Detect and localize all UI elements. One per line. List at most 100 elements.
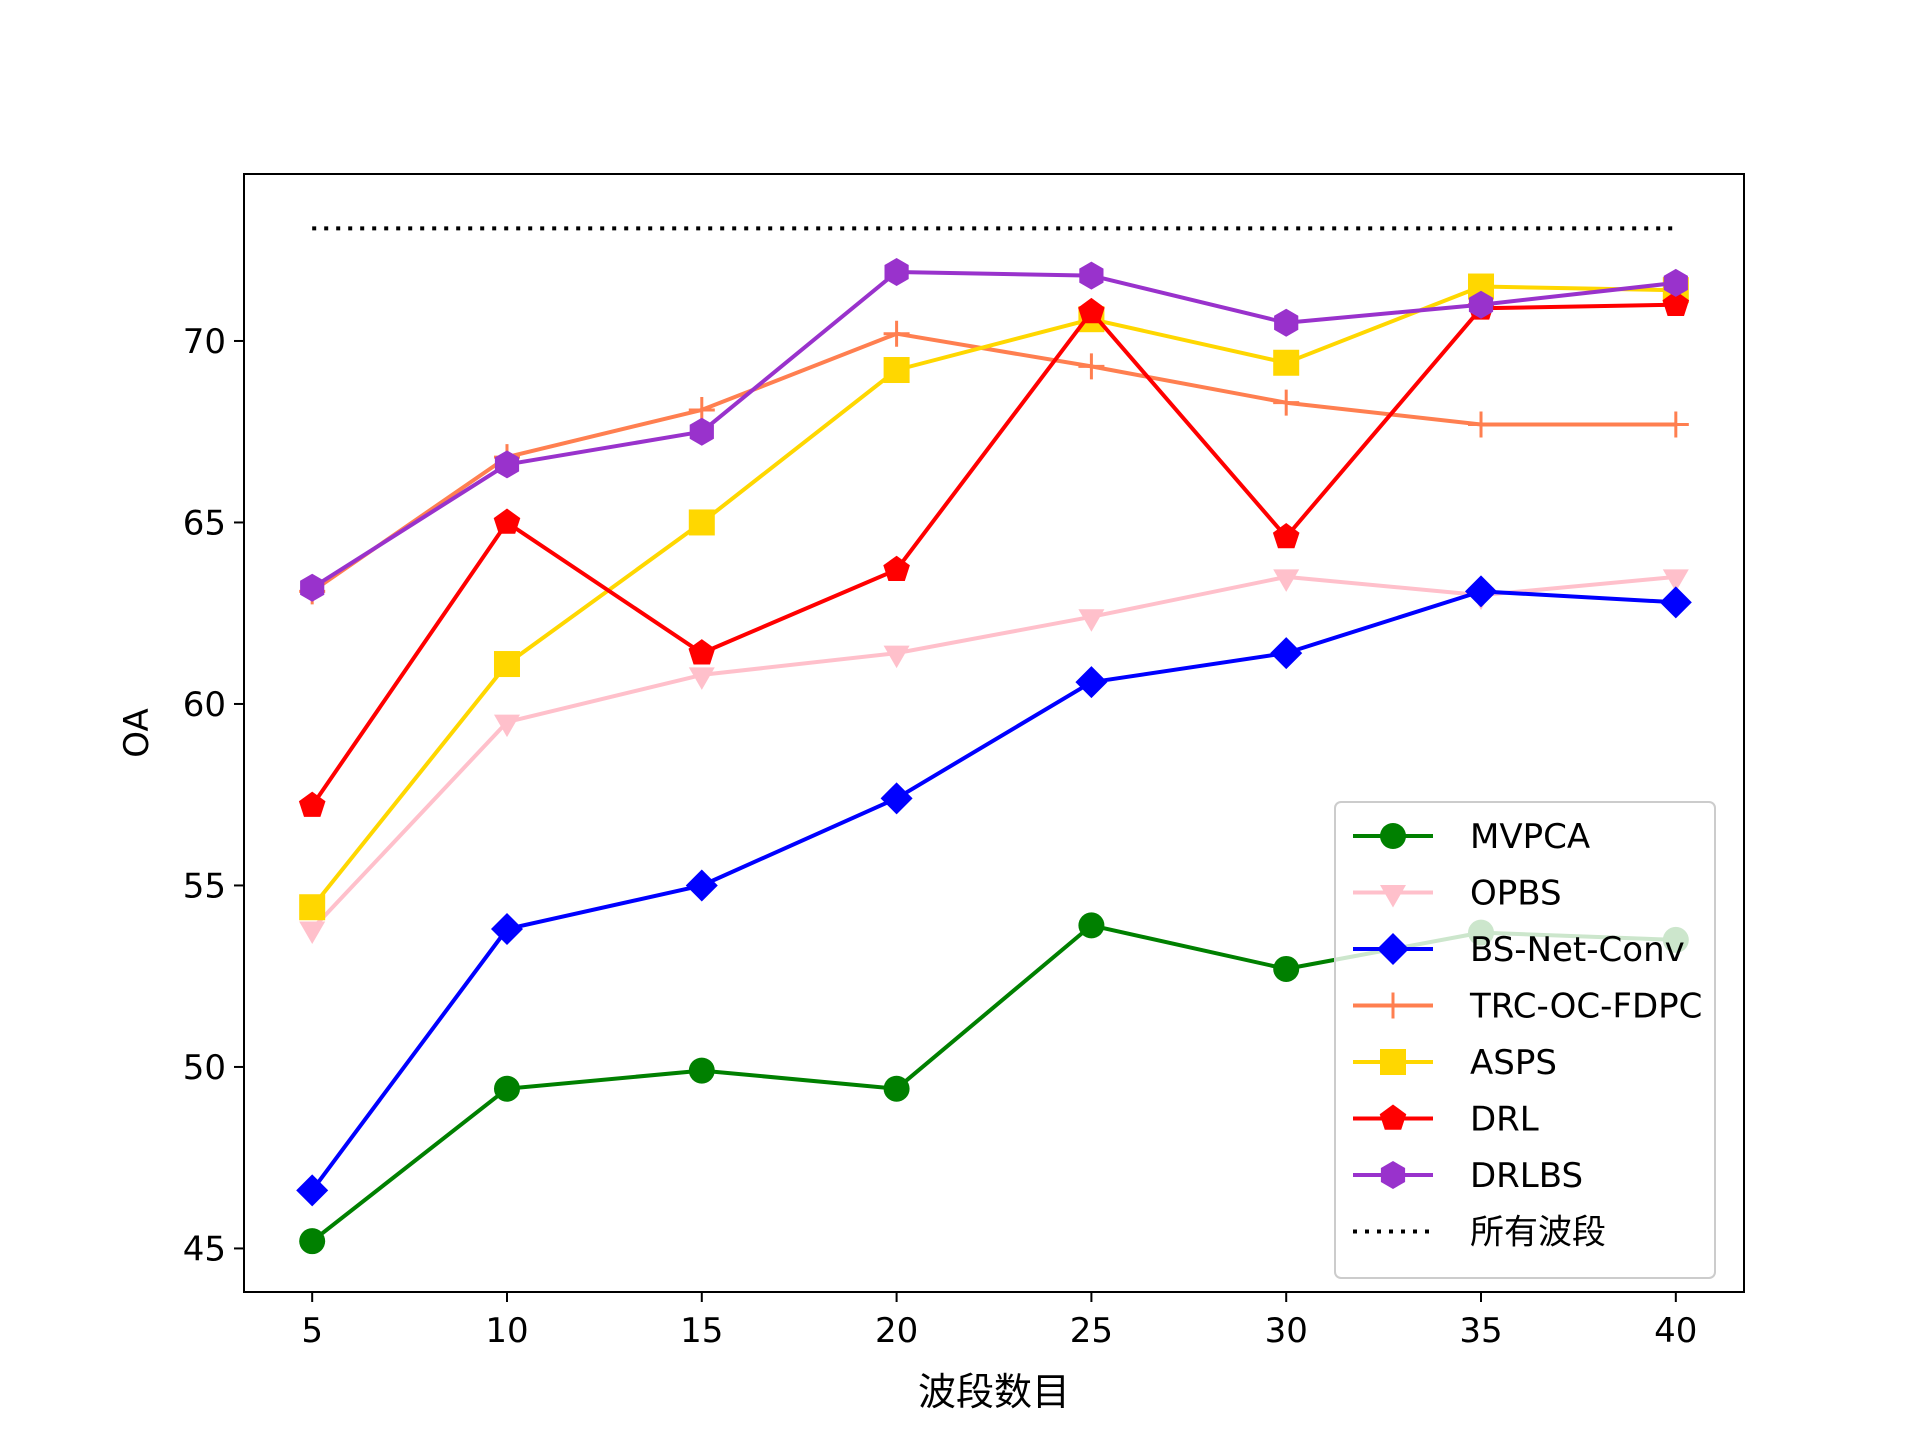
- data-point: [883, 645, 910, 669]
- data-point: [689, 417, 714, 446]
- data-point: [688, 1057, 715, 1084]
- data-point: [493, 508, 521, 534]
- data-point: [299, 894, 326, 921]
- legend-marker: [1377, 933, 1409, 965]
- legend-label: 所有波段: [1470, 1213, 1606, 1253]
- legend-item: MVPCA: [1353, 817, 1590, 857]
- series-line: [310, 302, 1676, 807]
- x-tick-label: 35: [1459, 1311, 1502, 1351]
- legend-label: OPBS: [1470, 874, 1562, 914]
- data-point: [298, 791, 326, 817]
- data-point: [1662, 411, 1689, 438]
- x-tick-label: 30: [1265, 1311, 1308, 1351]
- data-point: [1272, 523, 1300, 549]
- legend-marker: [1380, 885, 1406, 908]
- legend-label: DRL: [1470, 1100, 1539, 1140]
- data-point: [1659, 586, 1692, 619]
- series-line: [311, 270, 1677, 590]
- legend-item: DRL: [1353, 1100, 1539, 1140]
- legend-item: 所有波段: [1353, 1213, 1606, 1253]
- legend: MVPCA OPBS BS-Net-Conv TRC-OC-FDPC ASPS DRL DR…: [1334, 801, 1716, 1279]
- data-point: [1465, 575, 1498, 608]
- series-2: [296, 575, 1692, 1207]
- series-line: [310, 574, 1676, 931]
- data-point: [1078, 297, 1105, 324]
- legend-marker: [1380, 1049, 1406, 1075]
- legend-item: BS-Net-Conv: [1353, 930, 1685, 970]
- data-point: [494, 714, 520, 738]
- data-point: [883, 555, 910, 581]
- series-1: [299, 569, 1689, 944]
- data-point: [688, 509, 715, 536]
- legend-label: TRC-OC-FDPC: [1469, 987, 1702, 1027]
- y-axis: 45 50 55 60 65 70: [183, 322, 244, 1269]
- data-point: [880, 782, 913, 815]
- series-layer: [296, 226, 1692, 1255]
- y-tick-label: 50: [183, 1048, 226, 1088]
- data-point: [296, 1174, 329, 1207]
- legend-item: DRLBS: [1353, 1156, 1583, 1196]
- data-point: [1078, 353, 1105, 380]
- y-tick-label: 70: [183, 322, 226, 362]
- data-point: [1270, 637, 1303, 670]
- x-axis: 5 10 15 20 25 30 35 40: [301, 1292, 1697, 1351]
- data-point: [883, 1075, 910, 1102]
- x-tick-label: 25: [1070, 1311, 1113, 1351]
- data-point: [688, 667, 715, 690]
- data-point: [688, 639, 716, 665]
- data-point: [1468, 411, 1495, 438]
- legend-marker: [1379, 1104, 1407, 1130]
- data-point: [1079, 261, 1104, 290]
- data-point: [884, 258, 909, 286]
- data-point: [1273, 569, 1300, 592]
- legend-label: MVPCA: [1470, 817, 1590, 857]
- data-point: [1273, 349, 1300, 376]
- legend-marker: [1380, 1161, 1406, 1189]
- y-tick-label: 55: [183, 866, 226, 906]
- x-tick-label: 15: [680, 1311, 723, 1351]
- data-point: [1663, 268, 1688, 297]
- series-6: [300, 258, 1688, 602]
- data-point: [1274, 308, 1299, 337]
- y-tick-label: 45: [183, 1229, 226, 1269]
- data-point: [1078, 609, 1105, 632]
- legend-item: OPBS: [1353, 874, 1562, 914]
- data-point: [1662, 569, 1689, 592]
- series-line: [310, 589, 1676, 1192]
- data-point: [299, 921, 326, 944]
- data-point: [493, 651, 520, 678]
- data-point: [299, 1228, 326, 1255]
- series-line: [311, 331, 1676, 594]
- data-point: [1468, 290, 1494, 319]
- series-line: [310, 284, 1676, 909]
- data-point: [883, 357, 910, 384]
- legend-marker: [1380, 823, 1406, 849]
- x-tick-label: 40: [1654, 1311, 1697, 1351]
- data-point: [883, 320, 910, 347]
- series-3: [299, 320, 1689, 605]
- y-tick-label: 65: [183, 503, 226, 543]
- legend-label: BS-Net-Conv: [1470, 930, 1685, 970]
- data-point: [494, 450, 520, 479]
- legend-label: ASPS: [1470, 1043, 1557, 1083]
- legend-label: DRLBS: [1470, 1156, 1583, 1196]
- data-point: [300, 573, 325, 602]
- data-point: [1075, 666, 1108, 699]
- x-tick-label: 10: [485, 1311, 528, 1351]
- legend-item: ASPS: [1353, 1043, 1557, 1083]
- data-point: [1273, 389, 1300, 416]
- x-axis-label: 波段数目: [918, 1370, 1070, 1414]
- y-axis-label: OA: [117, 708, 157, 757]
- data-point: [1273, 955, 1300, 982]
- legend-box: [1334, 801, 1716, 1279]
- data-point: [1078, 912, 1105, 939]
- legend-item: TRC-OC-FDPC: [1353, 987, 1702, 1027]
- legend-marker: [1380, 992, 1406, 1019]
- data-point: [685, 869, 718, 902]
- data-point: [490, 913, 523, 946]
- x-tick-label: 20: [875, 1311, 918, 1351]
- data-point: [1662, 290, 1690, 316]
- y-tick-label: 60: [183, 685, 226, 725]
